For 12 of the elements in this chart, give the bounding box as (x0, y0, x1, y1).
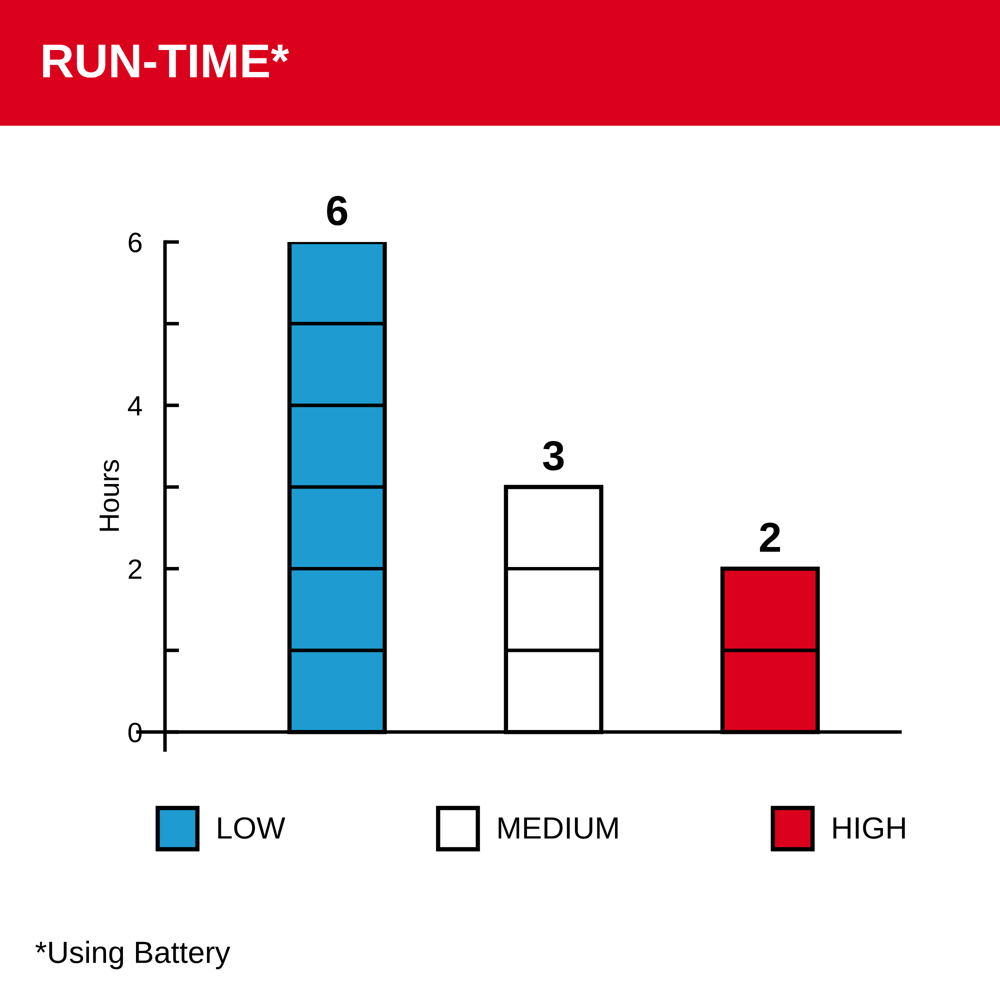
data-label: 2 (760, 522, 780, 552)
y-axis-title: Hours (100, 460, 120, 531)
y-tick-label: 6 (128, 232, 142, 252)
y-tick-label: 2 (128, 559, 142, 579)
data-label: 3 (542, 440, 564, 471)
legend-label: MEDIUM (498, 818, 618, 839)
text: *Using Battery (35, 940, 230, 970)
legend-label: LOW (218, 817, 286, 839)
data-label: 6 (327, 196, 348, 226)
chart-title: RUN-TIME* (43, 44, 290, 78)
y-tick-label: 4 (128, 396, 142, 416)
legend-label: HIGH (833, 817, 905, 839)
